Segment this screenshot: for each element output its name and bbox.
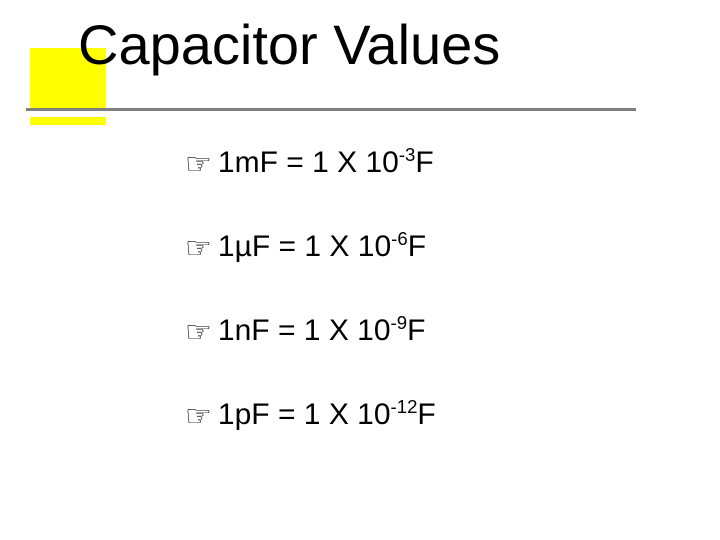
exponent: -3 bbox=[399, 144, 416, 165]
pointing-hand-icon: ☞ bbox=[185, 150, 212, 180]
equation-text: 1µF = 1 X 10-6F bbox=[218, 232, 426, 262]
list-item: ☞ 1µF = 1 X 10-6F bbox=[185, 232, 436, 262]
page-title: Capacitor Values bbox=[78, 12, 500, 77]
list-item: ☞ 1pF = 1 X 10-12F bbox=[185, 400, 436, 430]
unit: F bbox=[415, 146, 433, 179]
lhs: F = 1 X 10 bbox=[251, 314, 390, 347]
prefix: 1p bbox=[218, 398, 251, 431]
item-list: ☞ 1mF = 1 X 10-3F ☞ 1µF = 1 X 10-6F ☞ 1n… bbox=[185, 148, 436, 484]
lhs: F = 1 X 10 bbox=[251, 398, 390, 431]
exponent: -6 bbox=[391, 228, 408, 249]
pointing-hand-icon: ☞ bbox=[185, 402, 212, 432]
pointing-hand-icon: ☞ bbox=[185, 318, 212, 348]
equation-text: 1mF = 1 X 10-3F bbox=[218, 148, 434, 178]
prefix: 1m bbox=[218, 146, 260, 179]
title-underline bbox=[26, 108, 636, 111]
exponent: -12 bbox=[391, 396, 418, 417]
prefix: 1n bbox=[218, 314, 251, 347]
accent-box-bottom bbox=[30, 117, 106, 125]
equation-text: 1pF = 1 X 10-12F bbox=[218, 400, 436, 430]
prefix: 1µ bbox=[218, 230, 252, 263]
exponent: -9 bbox=[391, 312, 408, 333]
unit: F bbox=[407, 314, 425, 347]
lhs: F = 1 X 10 bbox=[252, 230, 391, 263]
equation-text: 1nF = 1 X 10-9F bbox=[218, 316, 426, 346]
list-item: ☞ 1nF = 1 X 10-9F bbox=[185, 316, 436, 346]
list-item: ☞ 1mF = 1 X 10-3F bbox=[185, 148, 436, 178]
pointing-hand-icon: ☞ bbox=[185, 234, 212, 264]
lhs: F = 1 X 10 bbox=[260, 146, 399, 179]
unit: F bbox=[408, 230, 426, 263]
unit: F bbox=[417, 398, 435, 431]
